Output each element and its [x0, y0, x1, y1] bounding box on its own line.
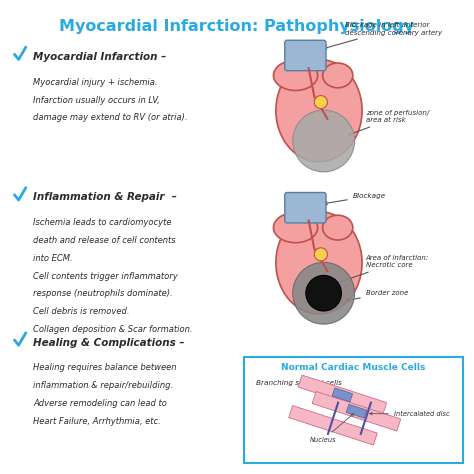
Text: Adverse remodeling can lead to: Adverse remodeling can lead to	[33, 399, 167, 408]
Text: Myocardial Infarction –: Myocardial Infarction –	[33, 52, 166, 62]
Text: Infarction usually occurs in LV,: Infarction usually occurs in LV,	[33, 96, 160, 105]
Text: Area of infarction:
Necrotic core: Area of infarction: Necrotic core	[335, 255, 429, 284]
Text: Ischemia leads to cardiomyocyte: Ischemia leads to cardiomyocyte	[33, 218, 172, 227]
Circle shape	[293, 262, 355, 324]
Ellipse shape	[273, 212, 318, 243]
Circle shape	[314, 248, 328, 261]
Text: damage may extend to RV (or atria).: damage may extend to RV (or atria).	[33, 113, 188, 122]
Circle shape	[314, 96, 328, 109]
Polygon shape	[346, 404, 367, 418]
Ellipse shape	[273, 60, 318, 91]
FancyBboxPatch shape	[285, 40, 326, 71]
FancyBboxPatch shape	[285, 192, 326, 223]
Polygon shape	[298, 375, 387, 415]
Text: inflammation & repair/rebuilding.: inflammation & repair/rebuilding.	[33, 381, 173, 390]
Ellipse shape	[323, 63, 353, 88]
Polygon shape	[289, 406, 377, 445]
Text: Intercalated disc: Intercalated disc	[370, 411, 449, 417]
Text: Blockage: Blockage	[324, 193, 386, 204]
FancyBboxPatch shape	[244, 357, 463, 463]
Ellipse shape	[323, 215, 353, 240]
Text: Inflammation & Repair  –: Inflammation & Repair –	[33, 192, 177, 202]
Text: Healing requires balance between: Healing requires balance between	[33, 364, 177, 373]
Text: Cell contents trigger inflammatory: Cell contents trigger inflammatory	[33, 272, 178, 281]
Text: Myocardial Infarction: Pathophysiology: Myocardial Infarction: Pathophysiology	[59, 19, 415, 34]
Text: Nucleus: Nucleus	[310, 414, 354, 443]
Text: Healing & Complications –: Healing & Complications –	[33, 337, 185, 348]
Text: Cell debris is removed.: Cell debris is removed.	[33, 307, 130, 316]
Ellipse shape	[276, 59, 362, 162]
Text: Border zone: Border zone	[347, 290, 408, 301]
Text: zone of perfusion/
area at risk: zone of perfusion/ area at risk	[348, 110, 429, 135]
Text: Myocardial injury + ischemia.: Myocardial injury + ischemia.	[33, 78, 158, 87]
Circle shape	[306, 275, 341, 311]
Polygon shape	[312, 392, 401, 431]
Text: into ECM.: into ECM.	[33, 254, 73, 263]
Text: Collagen deposition & Scar formation.: Collagen deposition & Scar formation.	[33, 325, 193, 334]
Circle shape	[293, 110, 355, 172]
Text: Heart Failure, Arrhythmia, etc.: Heart Failure, Arrhythmia, etc.	[33, 417, 161, 426]
Text: Normal Cardiac Muscle Cells: Normal Cardiac Muscle Cells	[282, 363, 426, 372]
Text: death and release of cell contents: death and release of cell contents	[33, 236, 176, 245]
Text: Blockage in left anterior
descending coronary artery: Blockage in left anterior descending cor…	[324, 22, 442, 49]
Text: Branching striated cells: Branching striated cells	[256, 380, 342, 386]
Text: response (neutrophils dominate).: response (neutrophils dominate).	[33, 290, 173, 299]
Ellipse shape	[276, 211, 362, 314]
Polygon shape	[332, 388, 353, 402]
